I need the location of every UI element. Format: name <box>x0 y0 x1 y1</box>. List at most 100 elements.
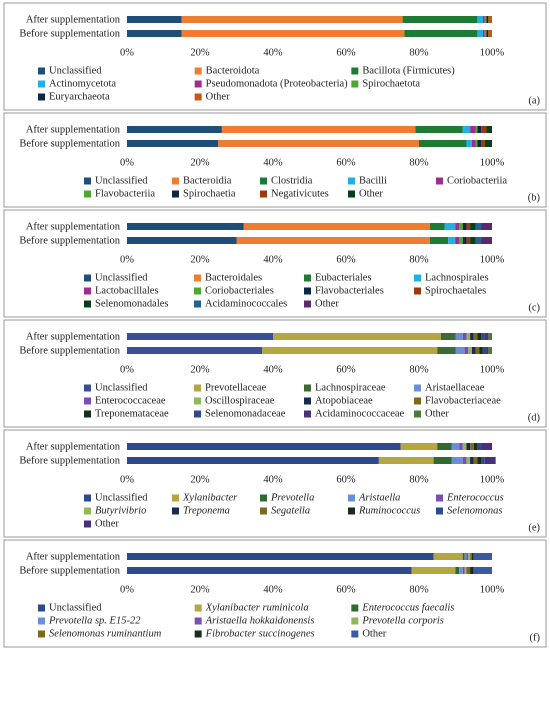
legend-label: Bacteroidota <box>206 65 260 76</box>
legend-swatch <box>260 190 267 198</box>
legend-swatch <box>172 507 179 515</box>
x-tick-label: 60% <box>336 157 356 168</box>
x-tick-label: 100% <box>480 364 505 375</box>
x-tick-label: 20% <box>190 254 210 265</box>
legend-swatch <box>351 80 359 88</box>
bar-segment <box>477 140 482 147</box>
category-label: After supplementation <box>26 441 121 452</box>
bar-segment <box>481 443 492 450</box>
bar-segment <box>415 126 463 133</box>
bar-segment <box>466 237 471 244</box>
bar-segment <box>466 553 469 560</box>
bar-segment <box>127 553 434 560</box>
legend-swatch <box>194 397 201 405</box>
legend-swatch <box>304 274 311 282</box>
bar-segment <box>481 333 485 340</box>
bar-segment <box>127 30 182 37</box>
bar-segment <box>127 347 263 354</box>
x-tick-label: 20% <box>190 47 210 58</box>
bar-segment <box>471 347 476 354</box>
bar-segment <box>475 347 480 354</box>
x-tick-label: 0% <box>120 47 134 58</box>
bar-segment <box>473 553 492 560</box>
legend-label: Other <box>206 91 230 102</box>
legend-label: Selenomonas ruminantium <box>49 628 162 639</box>
legend-label: Acidaminococcales <box>205 298 287 309</box>
legend-swatch <box>84 287 91 295</box>
bar-segment <box>462 333 467 340</box>
bar-segment <box>481 126 487 133</box>
x-tick-label: 100% <box>480 254 505 265</box>
bar-segment <box>451 457 463 464</box>
legend-swatch <box>84 507 91 515</box>
bar-segment <box>466 567 471 574</box>
legend-label: Bacteroidia <box>183 175 232 186</box>
category-label: Before supplementation <box>19 28 120 39</box>
bar-segment <box>273 333 441 340</box>
legend-swatch <box>38 67 45 75</box>
legend-swatch <box>194 384 201 392</box>
legend-label: Other <box>359 188 383 199</box>
bar-segment <box>419 140 467 147</box>
x-tick-label: 60% <box>336 47 356 58</box>
bar-segment <box>236 237 430 244</box>
legend-swatch <box>84 494 91 502</box>
bar-segment <box>444 223 456 230</box>
legend-label: Bacilli <box>359 175 387 186</box>
panel-frame <box>3 539 547 648</box>
bar-segment <box>482 30 485 37</box>
legend-swatch <box>351 617 359 625</box>
bar-segment <box>477 16 483 23</box>
legend-swatch <box>84 177 91 185</box>
legend-swatch <box>304 410 311 418</box>
x-tick-label: 40% <box>263 474 283 485</box>
panel-label: (a) <box>528 95 540 106</box>
legend-label: Fibrobacter succinogenes <box>205 628 315 639</box>
bar-segment <box>481 140 485 147</box>
bar-segment <box>488 16 492 23</box>
panel-label: (d) <box>528 412 541 423</box>
panel-frame <box>3 2 547 111</box>
x-tick-label: 20% <box>190 474 210 485</box>
bar-segment <box>470 553 472 560</box>
panel-label: (e) <box>528 522 540 533</box>
bar-segment <box>181 16 403 23</box>
bar-segment <box>466 223 471 230</box>
bar-segment <box>464 347 469 354</box>
bar-segment <box>459 223 463 230</box>
x-tick-label: 60% <box>336 364 356 375</box>
legend-swatch <box>194 300 201 308</box>
legend-swatch <box>436 177 443 185</box>
legend-swatch <box>194 604 202 612</box>
legend-label: Unclassified <box>95 272 148 283</box>
x-tick-label: 80% <box>409 474 429 485</box>
legend-label: Enterococcus faecalis <box>361 602 454 613</box>
legend-label: Aristaellaceae <box>425 382 485 393</box>
bar-segment <box>243 223 430 230</box>
legend-label: Prevotella corporis <box>361 615 444 626</box>
bar-segment <box>488 30 492 37</box>
bar-segment <box>462 237 467 244</box>
legend-label: Other <box>362 628 386 639</box>
x-tick-label: 0% <box>120 157 134 168</box>
bar-segment <box>455 333 463 340</box>
legend-swatch <box>172 190 179 198</box>
bar-segment <box>459 443 463 450</box>
legend-label: Unclassified <box>49 65 102 76</box>
legend-label: Xylanibacter <box>182 492 238 503</box>
x-tick-label: 40% <box>263 364 283 375</box>
bar-segment <box>464 567 467 574</box>
bar-segment <box>429 237 449 244</box>
legend-swatch <box>351 630 359 638</box>
legend-label: Prevotella <box>270 492 314 503</box>
x-tick-label: 20% <box>190 364 210 375</box>
legend-swatch <box>38 80 45 88</box>
legend-label: Clostridia <box>271 175 313 186</box>
bar-segment <box>433 457 452 464</box>
legend-label: Aristaella <box>358 492 400 503</box>
legend-swatch <box>304 384 311 392</box>
bar-segment <box>484 457 496 464</box>
legend-swatch <box>351 604 359 612</box>
bar-segment <box>127 237 237 244</box>
